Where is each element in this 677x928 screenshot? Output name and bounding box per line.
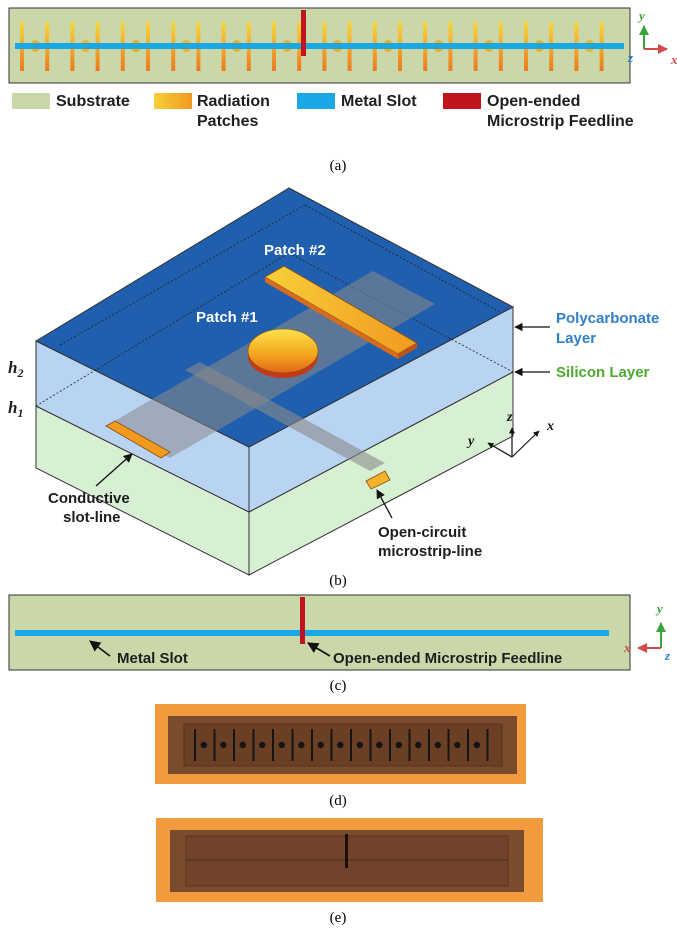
legend-label-metal-slot: Metal Slot	[341, 93, 417, 110]
microstrip-arrow	[376, 489, 393, 519]
photo-d-dot	[415, 741, 422, 749]
legend-label-feedline-1: Open-ended	[487, 93, 580, 110]
axes-indicator-b: z y x	[466, 410, 554, 458]
feedline	[301, 10, 306, 56]
axis-z-label-c: z	[664, 648, 671, 663]
photo-d-dot	[376, 741, 383, 749]
feedline-arrow	[307, 642, 331, 657]
photo-d-dot	[395, 741, 402, 749]
photo-d-dot	[434, 741, 441, 749]
slot-line-label-2: slot-line	[63, 509, 121, 526]
conductive-slot-line	[105, 420, 171, 459]
patch2-bar-front	[265, 277, 398, 359]
slot-line-arrow	[95, 453, 133, 487]
legend-label-patches-2: Patches	[197, 113, 258, 130]
slot-line-label-1: Conductive	[48, 490, 130, 507]
axis-x-label: x	[670, 52, 677, 67]
microstrip-label-2: microstrip-line	[378, 543, 482, 560]
patch2-label: Patch #2	[264, 242, 326, 259]
legend-swatch-substrate	[12, 93, 50, 109]
caption-a: (a)	[330, 158, 347, 174]
photo-d-bar	[272, 729, 274, 761]
photo-d-bar	[194, 729, 196, 761]
metal-slot-arrow	[89, 640, 111, 657]
photo-d-bar	[291, 729, 294, 761]
metal-slot-label-c: Metal Slot	[117, 650, 188, 667]
photo-d-bar	[389, 729, 391, 761]
axis-x-label-c: x	[623, 640, 631, 655]
photo-d-dot	[317, 741, 324, 749]
photo-d-bar	[252, 729, 255, 761]
microstrip-label-1: Open-circuit	[378, 524, 466, 541]
photo-d-dot	[298, 741, 305, 749]
axes-indicator-a: y z x	[627, 8, 677, 67]
legend-swatch-feedline	[443, 93, 481, 109]
photo-d-dot	[200, 741, 207, 749]
patch2-bar-side	[398, 343, 417, 359]
photo-d-patches	[194, 729, 489, 761]
panel-b: Patch #2 Patch #1 h2 h1 Polycarbonate La…	[8, 187, 659, 589]
feedline-c	[300, 597, 305, 644]
h1-label: h1	[8, 398, 23, 420]
caption-e: (e)	[330, 910, 347, 926]
photo-d-bar	[486, 729, 489, 761]
photo-d-dot	[356, 741, 363, 749]
feedline-label-c: Open-ended Microstrip Feedline	[333, 650, 562, 667]
photo-d-dot	[220, 741, 227, 749]
photo-d-dot	[239, 741, 246, 749]
photo-d-bar	[467, 729, 469, 761]
h2-label: h2	[8, 358, 23, 380]
metal-slot-c	[15, 630, 609, 636]
axis-x-label-b: x	[546, 419, 554, 434]
axis-y-label-c: y	[655, 601, 663, 616]
photo-d-bar	[369, 729, 372, 761]
legend-swatch-patches	[154, 93, 192, 109]
axis-z-label: z	[627, 50, 634, 65]
caption-c: (c)	[330, 678, 347, 694]
photo-d-bar	[213, 729, 216, 761]
photo-d-bar	[311, 729, 313, 761]
caption-d: (d)	[329, 793, 347, 809]
patch1-disc	[247, 328, 319, 374]
legend-label-feedline-2: Microstrip Feedline	[487, 113, 634, 130]
panel-d: (d)	[155, 704, 526, 809]
polycarbonate-label-1: Polycarbonate	[556, 310, 659, 327]
microstrip-shadow	[185, 362, 385, 471]
photo-e-feedline	[345, 834, 348, 868]
silicon-label: Silicon Layer	[556, 364, 650, 381]
photo-d-bar	[330, 729, 333, 761]
metal-slot	[15, 43, 624, 49]
legend-label-substrate: Substrate	[56, 93, 130, 110]
photo-d-dot	[337, 741, 344, 749]
patch1-label: Patch #1	[196, 309, 258, 326]
panel-c: Metal Slot Open-ended Microstrip Feedlin…	[8, 594, 671, 694]
axis-z-label-b: z	[506, 410, 513, 425]
photo-d-dot	[259, 741, 266, 749]
photo-d-bar	[233, 729, 235, 761]
axes-indicator-c: y x z	[623, 601, 671, 663]
legend-label-patches-1: Radiation	[197, 93, 270, 110]
photo-d-bar	[350, 729, 352, 761]
photo-d-bar	[447, 729, 450, 761]
panel-a: y z x Substrate Radiation Patches Metal …	[8, 7, 677, 174]
legend: Substrate Radiation Patches Metal Slot O…	[12, 93, 634, 130]
polycarbonate-label-2: Layer	[556, 330, 596, 347]
hidden-edges	[35, 204, 514, 407]
axis-y-label: y	[637, 8, 645, 23]
legend-swatch-metal-slot	[297, 93, 335, 109]
open-circuit-microstrip-line	[365, 470, 391, 490]
photo-d-bar	[428, 729, 430, 761]
photo-d-dot	[454, 741, 461, 749]
photo-d-bar	[408, 729, 411, 761]
photo-d-dot	[278, 741, 285, 749]
axis-y-label-b: y	[466, 434, 475, 449]
photo-d-dot	[473, 741, 480, 749]
panel-e: (e)	[156, 818, 543, 926]
caption-b: (b)	[329, 573, 347, 589]
